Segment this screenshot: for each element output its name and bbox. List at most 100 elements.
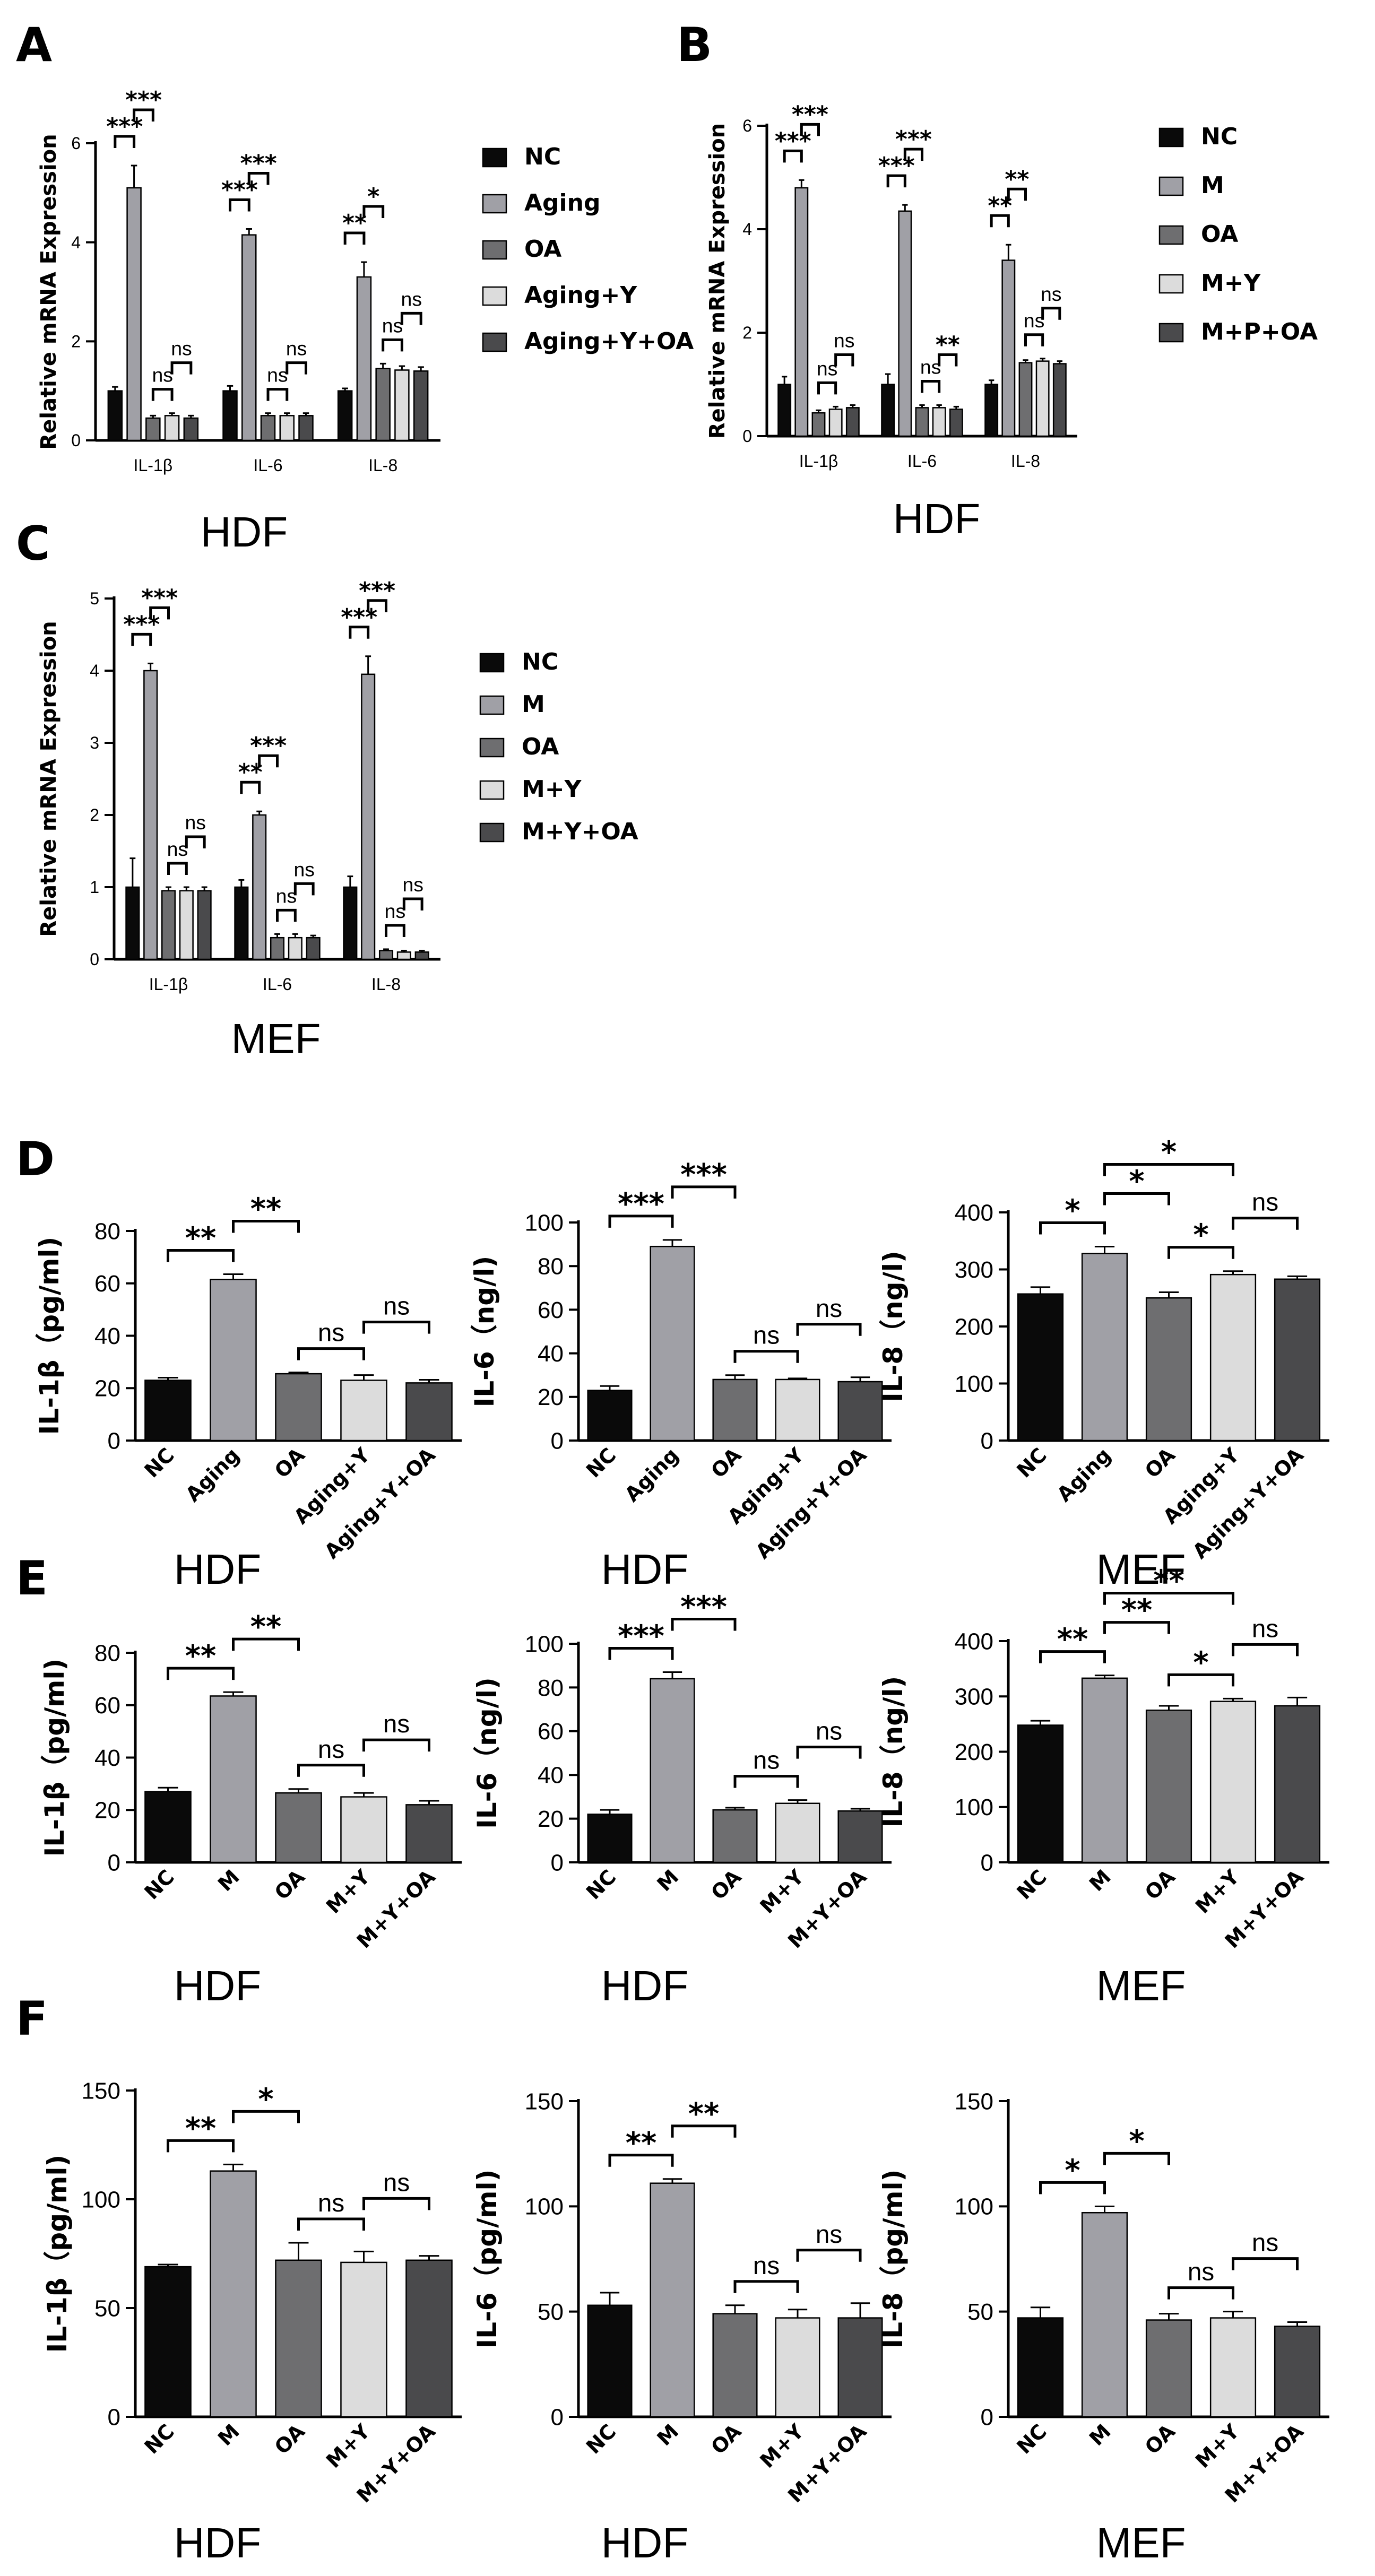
significance-label: ** xyxy=(626,2126,657,2161)
bar-nc xyxy=(125,886,140,960)
x-tick-label: IL-6 xyxy=(253,456,282,475)
bar-m-p-oa xyxy=(845,407,860,437)
legend-swatch xyxy=(482,286,507,306)
x-tick-label: M xyxy=(213,1865,244,1896)
bar-oa xyxy=(1018,362,1033,437)
y-tick-label: 100 xyxy=(955,2194,993,2220)
bar-aging xyxy=(650,1245,695,1442)
significance-bracket xyxy=(886,174,906,188)
bar-aging-y-oa xyxy=(183,417,199,441)
panel-caption: HDF xyxy=(174,1546,261,1593)
significance-label: ns xyxy=(293,858,315,880)
x-tick-label: Aging+Y+OA xyxy=(751,1443,871,1564)
significance-label: ns xyxy=(402,873,423,896)
bar-oa xyxy=(712,1378,758,1442)
legend-label: OA xyxy=(524,236,561,263)
bar-oa xyxy=(378,950,394,960)
bar-nc xyxy=(343,886,358,960)
legend-swatch xyxy=(1158,225,1184,245)
significance-label: ns xyxy=(267,364,288,386)
bar-oa xyxy=(1145,1710,1192,1863)
y-tick-label: 0 xyxy=(981,1850,993,1876)
significance-label: ns xyxy=(753,1747,780,1775)
bar-oa xyxy=(275,1792,322,1863)
bar-m-y-oa xyxy=(405,1804,453,1863)
bar-m-y xyxy=(340,1796,387,1863)
significance-label: * xyxy=(1129,1165,1144,1199)
x-tick-label: M+Y xyxy=(1191,2419,1244,2473)
significance-bracket xyxy=(232,2110,300,2123)
x-tick-label: NC xyxy=(140,2419,179,2458)
bar-aging-y-oa xyxy=(837,1381,883,1442)
bar-aging-y xyxy=(164,415,180,441)
significance-bracket xyxy=(229,198,250,212)
y-tick-label: 60 xyxy=(538,1719,564,1745)
significance-label: * xyxy=(1161,1135,1177,1170)
bar-oa xyxy=(161,890,176,960)
x-tick-label: M xyxy=(1085,2419,1115,2450)
significance-bracket xyxy=(402,897,423,910)
y-axis-label: IL-6（pg/ml) xyxy=(472,2170,503,2349)
y-tick-label: 50 xyxy=(967,2299,993,2325)
significance-bracket xyxy=(400,311,422,325)
bar-nc xyxy=(1017,2317,1064,2418)
x-tick-label: NC xyxy=(582,2419,620,2458)
bar-m xyxy=(252,814,267,960)
significance-bracket xyxy=(149,606,170,620)
bar-oa xyxy=(375,368,391,441)
x-tick-label: OA xyxy=(706,1865,746,1904)
bar-m-p-oa xyxy=(1052,363,1067,437)
significance-label: * xyxy=(1193,1645,1208,1680)
significance-label: ns xyxy=(318,1319,344,1347)
significance-label: * xyxy=(1065,2153,1080,2188)
y-tick-label: 20 xyxy=(538,1384,564,1410)
bar-m-y xyxy=(1209,1701,1257,1863)
bar-nc xyxy=(777,384,792,437)
x-tick-label: NC xyxy=(1013,1443,1051,1482)
x-tick-label: OA xyxy=(706,2419,746,2459)
significance-label: *** xyxy=(125,86,162,114)
y-tick-label: 200 xyxy=(955,1314,993,1340)
y-tick-label: 100 xyxy=(525,2194,564,2220)
legend-swatch xyxy=(1158,127,1184,148)
significance-bracket xyxy=(608,1647,674,1660)
y-tick-label: 0 xyxy=(551,1850,564,1876)
bar-m xyxy=(1081,2211,1128,2418)
legend-label: NC xyxy=(522,648,558,675)
significance-label: ** xyxy=(185,1639,217,1673)
x-tick-label: NC xyxy=(140,1443,179,1482)
significance-label: ns xyxy=(920,356,941,378)
x-tick-label: NC xyxy=(140,1865,179,1904)
bar-nc xyxy=(984,384,999,437)
y-tick-label: 0 xyxy=(981,2404,993,2430)
significance-label: *** xyxy=(680,1158,727,1192)
legend-swatch xyxy=(482,194,507,214)
bar-nc xyxy=(144,1791,192,1863)
significance-label: ns xyxy=(1252,2229,1278,2257)
legend-swatch xyxy=(482,240,507,260)
significance-label: *** xyxy=(141,584,178,611)
x-tick-label: M xyxy=(653,2419,684,2450)
legend-label: M xyxy=(522,691,545,718)
x-tick-label: M+Y xyxy=(1191,1865,1244,1918)
bar-m-y xyxy=(1209,2317,1257,2418)
x-tick-label: NC xyxy=(582,1443,620,1482)
x-tick-label: OA xyxy=(270,1443,309,1482)
bar-m-y xyxy=(775,2317,820,2418)
y-tick-label: 60 xyxy=(94,1271,120,1297)
bar-m-y-oa xyxy=(197,890,212,960)
bar-m xyxy=(650,1678,695,1863)
bar-oa xyxy=(811,412,826,437)
y-tick-label: 0 xyxy=(551,2404,564,2430)
y-tick-label: 2 xyxy=(71,332,81,351)
significance-label: *** xyxy=(341,604,377,631)
panel-caption: HDF xyxy=(174,2519,261,2566)
y-tick-label: 150 xyxy=(955,2088,993,2114)
significance-label: ** xyxy=(185,1221,217,1255)
y-tick-label: 0 xyxy=(108,1850,120,1876)
panel-caption: HDF xyxy=(601,2519,688,2566)
significance-bracket xyxy=(170,361,193,375)
y-tick-label: 80 xyxy=(94,1218,120,1244)
